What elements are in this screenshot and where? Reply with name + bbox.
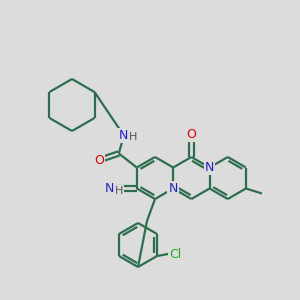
Text: H: H bbox=[115, 185, 123, 196]
Text: N: N bbox=[169, 182, 178, 195]
Text: N: N bbox=[119, 129, 128, 142]
Text: N: N bbox=[105, 182, 115, 195]
Text: Cl: Cl bbox=[169, 248, 181, 260]
Text: N: N bbox=[205, 161, 214, 174]
Text: O: O bbox=[186, 128, 196, 140]
Text: H: H bbox=[129, 131, 137, 142]
Text: O: O bbox=[94, 154, 104, 167]
